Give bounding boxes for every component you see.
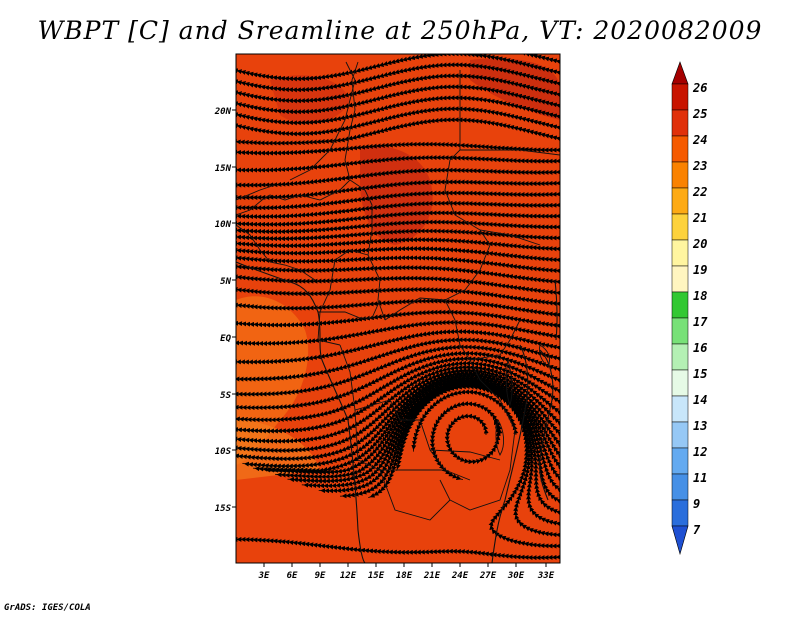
lon-label-6e: 6E <box>287 571 298 581</box>
colorbar-cell <box>671 135 689 163</box>
colorbar-label: 15 <box>693 367 707 381</box>
lon-label-3e: 3E <box>258 571 270 581</box>
colorbar-label: 7 <box>693 523 701 537</box>
lat-label-5s: 5S <box>220 391 231 401</box>
colorbar-cell <box>671 213 689 241</box>
colorbar-label: 9 <box>693 497 700 511</box>
colorbar-label: 23 <box>692 159 707 173</box>
lon-label-12e: 12E <box>340 571 357 581</box>
colorbar-cell <box>671 291 689 319</box>
lat-label-15n: 15N <box>215 164 232 174</box>
colorbar-label: 17 <box>693 315 708 329</box>
lon-label-24e: 24E <box>451 571 469 581</box>
colorbar-cell <box>671 109 689 137</box>
colorbar-label: 22 <box>692 185 707 199</box>
colorbar-label: 13 <box>693 419 707 433</box>
colorbar-label: 19 <box>693 263 707 277</box>
lon-label-9e: 9E <box>315 571 326 581</box>
colorbar-cell <box>671 499 689 527</box>
streamlines <box>236 54 560 561</box>
colorbar-bottom-triangle <box>671 525 689 556</box>
colorbar-top-triangle <box>671 61 689 85</box>
colorbar-cell <box>671 395 689 423</box>
country-borders <box>236 61 560 521</box>
colorbar-cell <box>671 239 689 267</box>
chart-title: WBPT [C] and Sreamline at 250hPa, VT: 20… <box>37 16 763 45</box>
colorbar: 26 25 24 23 22 21 20 19 18 17 16 15 14 1… <box>671 61 708 556</box>
colorbar-label: 18 <box>693 289 707 303</box>
streamline <box>236 246 560 263</box>
colorbar-label: 12 <box>693 445 707 459</box>
colorbar-label: 25 <box>692 107 707 121</box>
axis-ticks <box>232 109 547 567</box>
colorbar-cell <box>671 83 689 111</box>
map-frame <box>235 53 561 564</box>
streamline <box>236 536 560 561</box>
colorbar-cell <box>671 317 689 345</box>
colorbar-label: 16 <box>693 341 707 355</box>
lon-label-18e: 18E <box>396 571 413 581</box>
map-plot-area <box>236 54 560 563</box>
lat-label-5n: 5N <box>220 277 231 287</box>
colorbar-cell <box>671 265 689 293</box>
lat-label-eq: EQ <box>220 334 231 344</box>
colorbar-cell <box>671 473 689 501</box>
colorbar-cell <box>671 161 689 189</box>
colorbar-label: 20 <box>692 237 707 251</box>
colorbar-cell <box>671 447 689 475</box>
colorbar-label: 26 <box>692 81 707 95</box>
colorbar-label: 24 <box>692 133 707 147</box>
streamline <box>236 298 560 318</box>
coastline <box>236 261 558 563</box>
colorbar-cell <box>671 187 689 215</box>
lon-label-15e: 15E <box>368 571 385 581</box>
lakes <box>495 344 551 456</box>
colorbar-label: 11 <box>693 471 707 485</box>
colorbar-label: 14 <box>693 393 707 407</box>
colorbar-label: 21 <box>692 211 707 225</box>
lon-label-27e: 27E <box>479 571 497 581</box>
colorbar-cell <box>671 369 689 397</box>
lon-label-21e: 21E <box>423 571 441 581</box>
grads-credit: GrADS: IGES/COLA <box>4 603 91 613</box>
streamline-vortex <box>408 380 534 436</box>
lat-label-10n: 10N <box>215 220 232 230</box>
streamline <box>236 237 560 252</box>
lon-label-30e: 30E <box>507 571 525 581</box>
lat-label-20n: 20N <box>214 107 232 117</box>
lat-label-15s: 15S <box>215 504 232 514</box>
streamline <box>236 286 560 307</box>
streamline <box>236 141 560 156</box>
colorbar-cell <box>671 343 689 371</box>
colorbar-cell <box>671 421 689 449</box>
lat-label-10s: 10S <box>215 447 232 457</box>
lon-label-33e: 33E <box>537 571 555 581</box>
